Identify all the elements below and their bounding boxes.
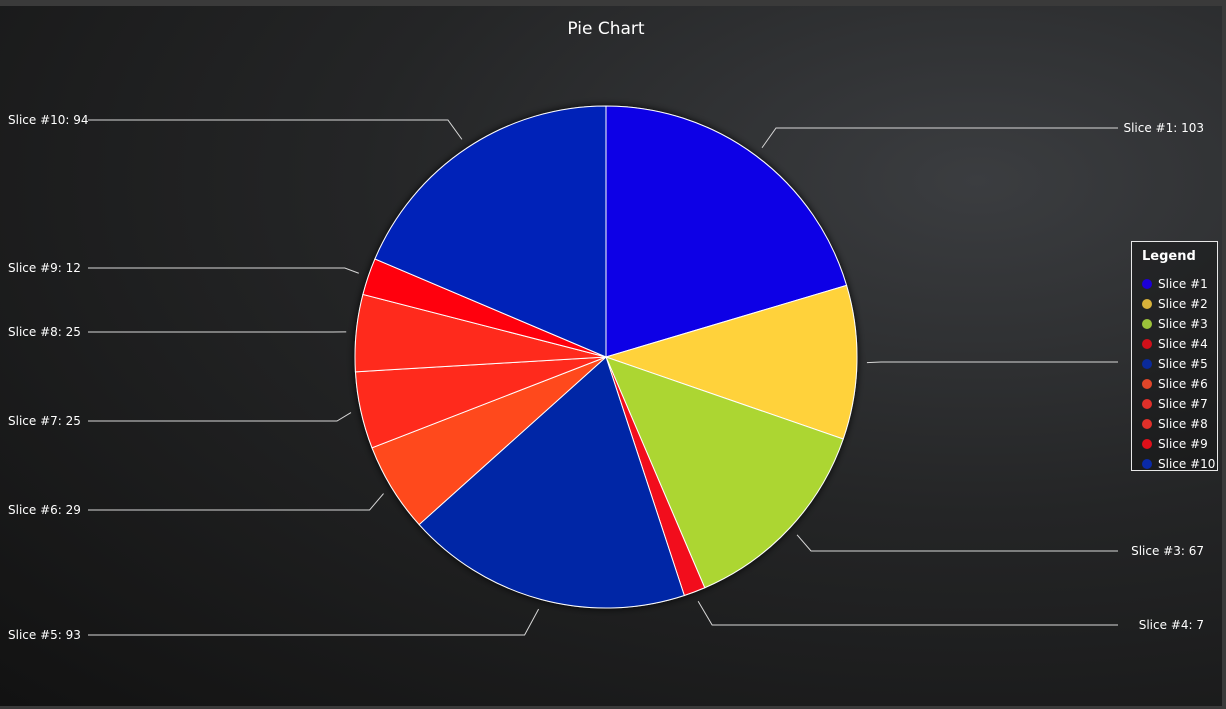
slice-label-6: Slice #6: 29 (8, 503, 81, 517)
legend-item-5: Slice #5 (1142, 356, 1208, 372)
slice-label-7: Slice #7: 25 (8, 414, 81, 428)
legend-swatch-icon (1142, 418, 1152, 429)
callout-line-7 (88, 412, 352, 422)
slice-label-3: Slice #3: 67 (1131, 544, 1204, 558)
legend-item-label: Slice #8 (1158, 417, 1208, 431)
legend-item-label: Slice #1 (1158, 277, 1208, 291)
slice-label-4: Slice #4: 7 (1139, 618, 1204, 632)
slice-label-1: Slice #1: 103 (1123, 121, 1204, 135)
legend-item-label: Slice #4 (1158, 337, 1208, 351)
legend-item-1: Slice #1 (1142, 276, 1208, 292)
legend-item-7: Slice #7 (1142, 396, 1208, 412)
legend-swatch-icon (1142, 378, 1152, 389)
pie-slice-2 (604, 284, 858, 440)
legend-swatch-icon (1142, 338, 1152, 349)
pie-slices (354, 105, 858, 609)
legend-item-10: Slice #10 (1142, 456, 1215, 472)
callout-line-2 (866, 361, 1118, 364)
legend-item-8: Slice #8 (1142, 416, 1208, 432)
chart-title: Pie Chart (567, 19, 645, 39)
pie-slice-1 (605, 105, 848, 358)
legend-item-9: Slice #9 (1142, 436, 1208, 452)
legend-swatch-icon (1142, 438, 1152, 449)
callout-line-5 (88, 608, 540, 636)
callout-line-1 (761, 127, 1118, 149)
callout-lines (88, 119, 1118, 636)
slice-label-8: Slice #8: 25 (8, 325, 81, 339)
legend-swatch-icon (1142, 458, 1152, 469)
slice-label-10: Slice #10: 94 (8, 113, 89, 127)
slice-label-5: Slice #5: 93 (8, 628, 81, 642)
legend-item-6: Slice #6 (1142, 376, 1208, 392)
callout-line-4 (697, 600, 1118, 626)
callout-line-3 (796, 534, 1118, 552)
legend: Legend Slice #1 Slice #2 Slice #3 Slice #4 S… (1131, 241, 1218, 471)
callout-line-10 (88, 119, 463, 140)
callout-line-6 (88, 493, 384, 511)
callout-line-9 (88, 267, 359, 274)
legend-item-4: Slice #4 (1142, 336, 1208, 352)
legend-item-label: Slice #6 (1158, 377, 1208, 391)
slice-label-9: Slice #9: 12 (8, 261, 81, 275)
pie-slice-5 (418, 356, 685, 609)
chart-area: Pie Chart Slice #1: 103 Slice #3: 67 Slice… (0, 6, 1222, 706)
legend-swatch-icon (1142, 398, 1152, 409)
legend-swatch-icon (1142, 358, 1152, 369)
legend-title: Legend (1142, 249, 1196, 264)
legend-item-label: Slice #7 (1158, 397, 1208, 411)
pie-slice-10 (374, 105, 607, 358)
legend-swatch-icon (1142, 318, 1152, 329)
legend-item-label: Slice #2 (1158, 297, 1208, 311)
legend-item-label: Slice #3 (1158, 317, 1208, 331)
pie-slice-3 (605, 356, 844, 589)
legend-swatch-icon (1142, 278, 1152, 289)
legend-item-label: Slice #9 (1158, 437, 1208, 451)
legend-swatch-icon (1142, 298, 1152, 309)
slice-labels: Slice #1: 103 Slice #3: 67 Slice #4: 7 Slic… (8, 113, 1204, 642)
legend-item-label: Slice #10 (1158, 457, 1216, 471)
legend-item-label: Slice #5 (1158, 357, 1208, 371)
legend-item-2: Slice #2 (1142, 296, 1208, 312)
legend-item-3: Slice #3 (1142, 316, 1208, 332)
